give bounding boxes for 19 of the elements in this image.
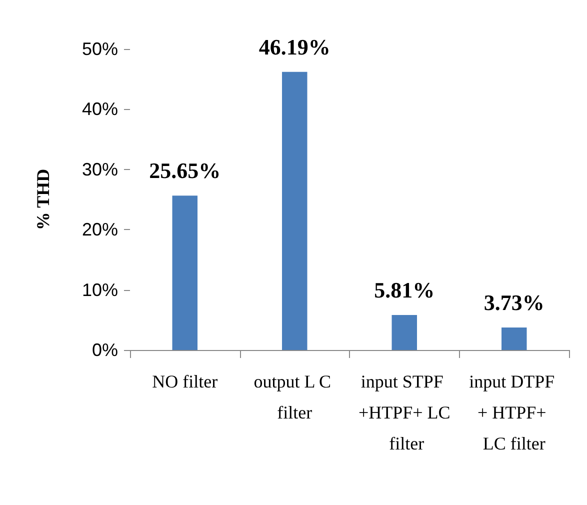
data-label: 5.81% <box>374 278 435 303</box>
bar <box>392 315 417 350</box>
x-tick-label: input DTPF + HTPF+ LC filter <box>469 372 560 454</box>
data-label: 46.19% <box>258 34 330 60</box>
y-tick-label: 0% <box>92 340 118 360</box>
y-tick-label: 40% <box>82 99 118 120</box>
y-tick-label: 10% <box>82 280 118 300</box>
bar <box>282 72 308 350</box>
x-tick-label: NO filter <box>152 372 218 392</box>
data-label: 25.65% <box>149 158 221 184</box>
y-tick-label: 50% <box>82 39 118 59</box>
y-tick-label: 30% <box>82 159 118 180</box>
y-tick-label: 20% <box>82 220 118 240</box>
x-tick-label: input STPF +HTPF+ LC filter <box>358 372 450 454</box>
bar <box>172 196 198 350</box>
data-label: 3.73% <box>484 290 544 316</box>
y-axis-title: % THD <box>33 168 53 230</box>
x-tick-label: output L C filter <box>254 372 336 422</box>
bar <box>502 328 527 350</box>
